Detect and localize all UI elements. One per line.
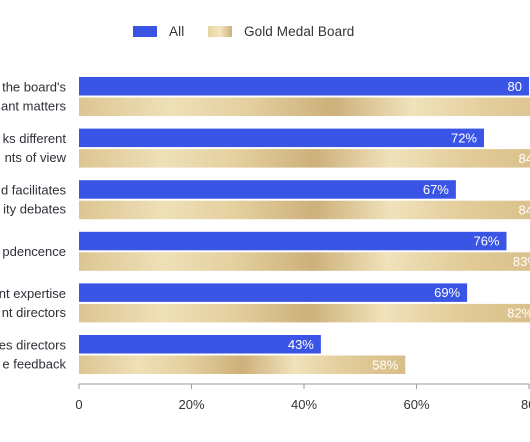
value-label-gold: 58% — [372, 357, 398, 372]
bar-gold-medal-board — [79, 200, 530, 220]
bar-gold-medal-board — [79, 97, 530, 116]
value-label-all: 80 — [508, 79, 522, 94]
category-label: ity debates — [3, 202, 66, 217]
bar-all — [79, 283, 468, 302]
bar-gold-medal-board — [79, 303, 530, 323]
x-tick-label: 0 — [75, 397, 82, 412]
category-label: nts of view — [5, 150, 67, 165]
value-label-all: 76% — [473, 234, 499, 249]
category-label: ks different — [3, 131, 67, 146]
category-label: pdencence — [2, 244, 66, 259]
legend-label-all: All — [169, 24, 185, 39]
bar-all — [79, 128, 484, 148]
value-label-all: 69% — [434, 285, 460, 300]
category-label: nt directors — [2, 305, 67, 320]
category-label: es directors — [0, 338, 66, 353]
bar-gold-medal-board — [79, 252, 530, 271]
value-label-gold: 84% — [518, 151, 530, 166]
category-label: ant matters — [1, 99, 67, 114]
category-label: e feedback — [2, 357, 66, 372]
value-label-all: 67% — [423, 182, 449, 197]
legend-item-gold: Gold Medal Board — [208, 24, 354, 39]
category-label: d facilitates — [1, 183, 67, 198]
x-tick-label: 80 — [521, 397, 530, 412]
legend-item-all: All — [133, 24, 184, 39]
category-label: the board's — [2, 80, 66, 95]
bar-all — [79, 231, 507, 251]
bar-all — [79, 77, 529, 96]
x-tick-label: 60% — [403, 397, 429, 412]
bar-gold-medal-board — [79, 149, 530, 168]
category-label: nt expertise — [0, 286, 66, 301]
chart-legend: All Gold Medal Board — [0, 0, 530, 70]
value-label-all: 43% — [288, 337, 314, 352]
legend-swatch-gold — [208, 26, 232, 37]
value-label-gold: 82% — [507, 306, 530, 321]
value-label-gold: 83% — [513, 254, 530, 269]
legend-label-gold: Gold Medal Board — [244, 24, 355, 39]
x-tick-label: 40% — [291, 397, 317, 412]
x-tick-label: 20% — [178, 397, 204, 412]
bar-gold-medal-board — [79, 355, 406, 374]
value-label-gold: 84% — [518, 202, 530, 217]
bar-all — [79, 180, 456, 199]
value-label-all: 72% — [451, 130, 477, 145]
legend-swatch-blue — [133, 26, 157, 37]
bar-all — [79, 335, 321, 354]
